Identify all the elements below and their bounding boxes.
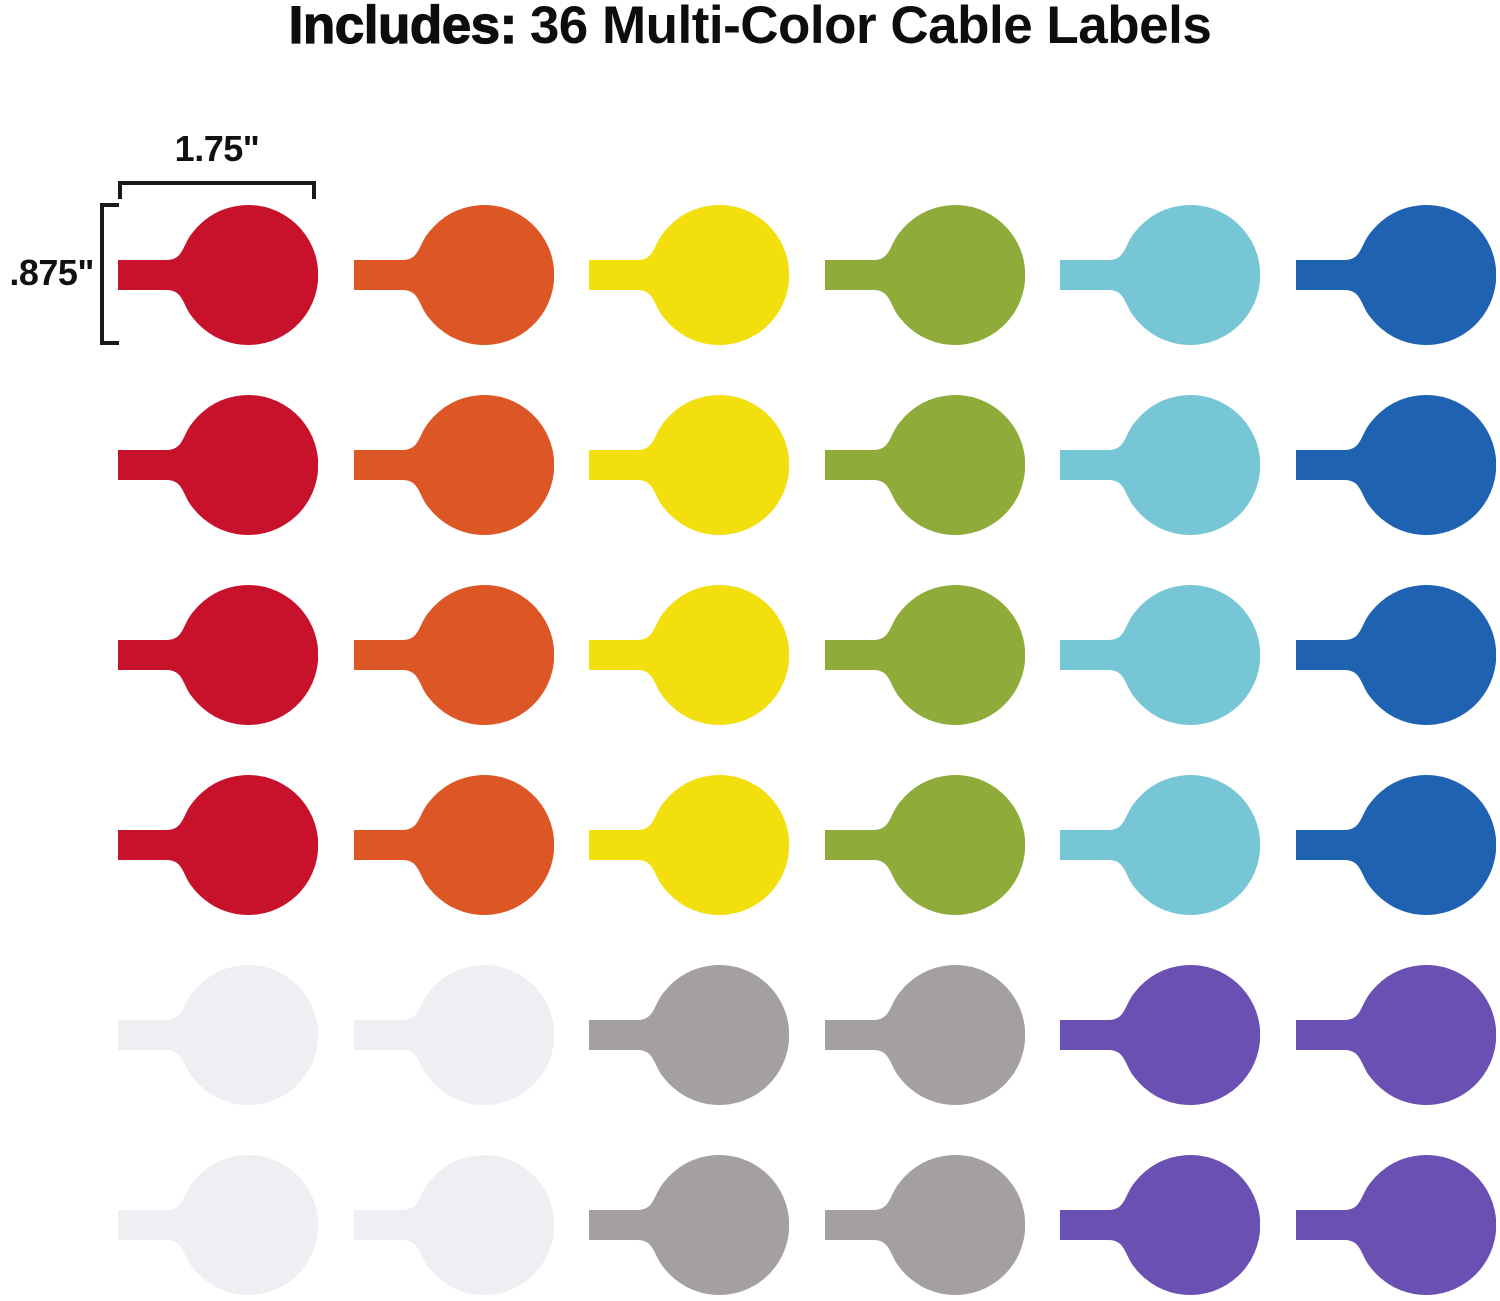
cable-label-shape (1060, 965, 1260, 1105)
cable-label-shape (589, 395, 789, 535)
width-dimension-bracket (118, 181, 316, 199)
cable-label-green (824, 205, 1025, 345)
cable-label-red (118, 395, 318, 535)
cable-label-red (118, 775, 318, 915)
cable-label-shape (1060, 585, 1260, 725)
cable-label-yellow (589, 775, 789, 915)
cable-label-orange (353, 205, 554, 345)
cable-label-shape (1060, 395, 1260, 535)
cable-label-shape (353, 205, 554, 345)
cable-label-purple (1295, 1155, 1496, 1295)
cable-label-blue (1295, 395, 1496, 535)
cable-label-cyan (1060, 395, 1260, 535)
cable-label-yellow (589, 205, 789, 345)
cable-label-white (353, 1155, 554, 1295)
cable-label-shape (824, 1155, 1025, 1295)
cable-label-shape (118, 205, 318, 345)
cable-label-shape (589, 1155, 789, 1295)
cable-label-shape (353, 585, 554, 725)
cable-label-white (353, 965, 554, 1105)
cable-label-blue (1295, 585, 1496, 725)
cable-label-purple (1060, 965, 1260, 1105)
height-dimension-bracket (100, 203, 119, 345)
title-description: 36 Multi-Color Cable Labels (529, 0, 1212, 55)
cable-label-shape (824, 965, 1025, 1105)
cable-label-green (824, 775, 1025, 915)
cable-label-shape (1060, 775, 1260, 915)
cable-label-red (118, 205, 318, 345)
cable-label-orange (353, 395, 554, 535)
title-includes-prefix: Includes: (288, 0, 518, 56)
cable-label-shape (1060, 205, 1260, 345)
cable-label-blue (1295, 775, 1496, 915)
cable-label-shape (589, 585, 789, 725)
cable-label-yellow (589, 395, 789, 535)
cable-label-shape (1295, 1155, 1496, 1295)
cable-label-shape (118, 395, 318, 535)
cable-label-yellow (589, 585, 789, 725)
cable-label-shape (1295, 395, 1496, 535)
cable-label-gray (589, 965, 789, 1105)
cable-label-white (118, 1155, 318, 1295)
cable-label-gray (824, 965, 1025, 1105)
cable-label-shape (353, 395, 554, 535)
cable-label-green (824, 395, 1025, 535)
cable-label-green (824, 585, 1025, 725)
cable-label-shape (1295, 585, 1496, 725)
cable-label-orange (353, 775, 554, 915)
cable-label-cyan (1060, 775, 1260, 915)
cable-label-shape (118, 585, 318, 725)
cable-label-shape (1295, 965, 1496, 1105)
height-dimension-label: .875" (9, 252, 94, 293)
cable-label-shape (1295, 775, 1496, 915)
cable-label-orange (353, 585, 554, 725)
cable-label-shape (824, 395, 1025, 535)
page-title: Includes: 36 Multi-Color Cable Labels (0, 0, 1500, 56)
cable-label-purple (1295, 965, 1496, 1105)
cable-label-white (118, 965, 318, 1105)
cable-label-shape (118, 775, 318, 915)
cable-label-cyan (1060, 585, 1260, 725)
cable-label-shape (353, 1155, 554, 1295)
cable-label-shape (353, 775, 554, 915)
cable-label-shape (118, 965, 318, 1105)
cable-label-red (118, 585, 318, 725)
cable-label-gray (589, 1155, 789, 1295)
cable-label-shape (118, 1155, 318, 1295)
cable-label-shape (824, 585, 1025, 725)
cable-label-gray (824, 1155, 1025, 1295)
cable-label-shape (589, 775, 789, 915)
cable-label-blue (1295, 205, 1496, 345)
cable-label-cyan (1060, 205, 1260, 345)
cable-label-shape (824, 775, 1025, 915)
cable-label-shape (1295, 205, 1496, 345)
cable-label-purple (1060, 1155, 1260, 1295)
cable-label-shape (589, 965, 789, 1105)
cable-label-shape (824, 205, 1025, 345)
cable-label-shape (589, 205, 789, 345)
cable-label-shape (1060, 1155, 1260, 1295)
cable-label-shape (353, 965, 554, 1105)
width-dimension-label: 1.75" (174, 128, 260, 169)
